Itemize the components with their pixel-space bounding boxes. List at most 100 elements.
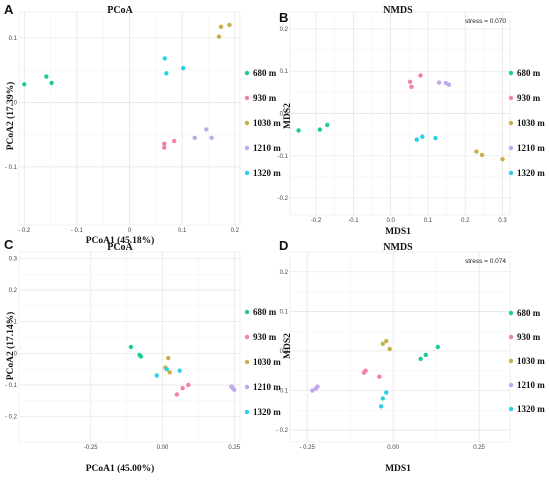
panel-d: - 0.25 0.00 0.25 - 0.2 - 0.1 0.0 0.1 0.2 D NMDS MD… bbox=[276, 238, 545, 474]
series bbox=[407, 73, 423, 90]
legend-label: 1030 m bbox=[517, 118, 545, 128]
series bbox=[162, 138, 177, 150]
data-point bbox=[227, 22, 232, 28]
y-tick-label: 0 bbox=[14, 100, 18, 106]
y-tick-label: -0.1 bbox=[278, 154, 289, 160]
legend-marker bbox=[244, 120, 250, 126]
data-point bbox=[378, 404, 384, 409]
y-tick-label: - 0.1 bbox=[276, 389, 289, 395]
legend-marker bbox=[244, 95, 250, 101]
panel-letter: B bbox=[279, 10, 288, 25]
grid bbox=[290, 12, 510, 215]
legend-marker bbox=[508, 358, 514, 364]
legend-marker bbox=[508, 406, 514, 412]
data-point bbox=[296, 128, 301, 133]
legend-label: 930 m bbox=[253, 93, 277, 103]
data-point bbox=[167, 370, 172, 375]
series bbox=[22, 74, 54, 87]
legend-label: 1320 m bbox=[517, 404, 545, 414]
series bbox=[418, 344, 441, 362]
legend-label: 680 m bbox=[253, 307, 277, 317]
legend-marker bbox=[508, 382, 514, 388]
y-tick-label: 0.2 bbox=[280, 27, 289, 33]
series bbox=[474, 149, 505, 162]
data-point bbox=[154, 373, 159, 378]
series bbox=[436, 80, 452, 87]
grid bbox=[290, 252, 510, 442]
legend-marker bbox=[508, 70, 514, 76]
legend-label: 930 m bbox=[517, 332, 541, 342]
data-point bbox=[216, 34, 222, 39]
data-point bbox=[377, 374, 382, 379]
data-point bbox=[433, 135, 438, 141]
data-point bbox=[325, 122, 330, 128]
legend: 680 m 930 m 1030 m 1210 m 1320 m bbox=[508, 68, 545, 178]
data-point bbox=[423, 352, 428, 358]
panel-letter: C bbox=[4, 237, 14, 252]
legend-label: 1210 m bbox=[253, 143, 281, 153]
x-tick-label: -0.2 bbox=[311, 218, 322, 224]
series bbox=[380, 338, 392, 352]
legend-label: 1320 m bbox=[517, 168, 545, 178]
series bbox=[162, 56, 186, 76]
panel-letter: D bbox=[279, 238, 288, 253]
data-point bbox=[164, 71, 169, 76]
chart-title: NMDS bbox=[383, 5, 413, 16]
data-point bbox=[435, 344, 441, 350]
data-point bbox=[192, 135, 197, 141]
legend-label: 1030 m bbox=[517, 356, 545, 366]
data-point bbox=[172, 138, 177, 144]
data-point bbox=[384, 390, 389, 395]
data-point bbox=[232, 387, 237, 392]
legend-marker bbox=[244, 384, 250, 390]
x-tick-label: 0 bbox=[128, 228, 132, 234]
panel-a: - 0.2 - 0.1 0 0.1 0.2 - 0.1 0 0.1 A PCoA PCoA1 (45… bbox=[4, 2, 281, 246]
data-point bbox=[162, 141, 167, 146]
legend-label: 680 m bbox=[253, 68, 277, 78]
x-tick-label: - 0.2 bbox=[18, 228, 31, 234]
legend-marker bbox=[508, 95, 514, 101]
y-tick-label: - 0.2 bbox=[276, 428, 289, 434]
data-point bbox=[49, 80, 54, 86]
y-tick-label: 0.0 bbox=[280, 349, 289, 355]
y-tick-label: - 0.2 bbox=[5, 415, 18, 421]
data-point bbox=[418, 356, 423, 362]
legend-label: 1210 m bbox=[253, 382, 281, 392]
x-tick-label: 0.1 bbox=[178, 228, 187, 234]
y-axis-label: PCoA2 (17.14%) bbox=[5, 312, 16, 381]
series bbox=[310, 384, 320, 393]
legend-marker bbox=[508, 145, 514, 151]
x-axis-label: MDS1 bbox=[385, 464, 411, 474]
legend-label: 1030 m bbox=[253, 118, 281, 128]
y-tick-label: 0.0 bbox=[280, 112, 289, 118]
data-point bbox=[177, 368, 182, 373]
y-axis-label: MDS2 bbox=[283, 333, 293, 359]
legend-marker bbox=[508, 120, 514, 126]
legend-marker bbox=[244, 409, 250, 415]
data-point bbox=[174, 392, 180, 397]
x-tick-label: 0.0 bbox=[387, 218, 396, 224]
data-point bbox=[317, 127, 323, 132]
chart-title: PCoA bbox=[107, 242, 133, 253]
data-point bbox=[409, 84, 414, 90]
x-tick-label: -0.1 bbox=[348, 218, 359, 224]
data-point bbox=[446, 82, 452, 87]
y-axis-label: PCoA2 (17.39%) bbox=[5, 82, 16, 151]
legend-marker bbox=[508, 310, 514, 316]
legend-label: 1320 m bbox=[253, 407, 281, 417]
data-point bbox=[363, 368, 368, 373]
data-point bbox=[310, 388, 315, 393]
x-axis-label: PCoA1 (45.00%) bbox=[86, 463, 155, 474]
legend-marker bbox=[508, 170, 514, 176]
legend-marker bbox=[244, 334, 250, 340]
data-point bbox=[162, 145, 167, 150]
data-point bbox=[180, 65, 186, 71]
x-tick-label: - 0.1 bbox=[71, 228, 84, 234]
legend-marker bbox=[244, 145, 250, 151]
y-tick-label: 0 bbox=[14, 351, 18, 357]
grid bbox=[19, 12, 240, 225]
panel-letter: A bbox=[4, 2, 14, 17]
data-point bbox=[387, 346, 392, 352]
legend: 680 m 930 m 1030 m 1210 m 1320 m bbox=[508, 308, 545, 414]
x-axis-label: PCoA1 (45.18%) bbox=[86, 235, 155, 246]
